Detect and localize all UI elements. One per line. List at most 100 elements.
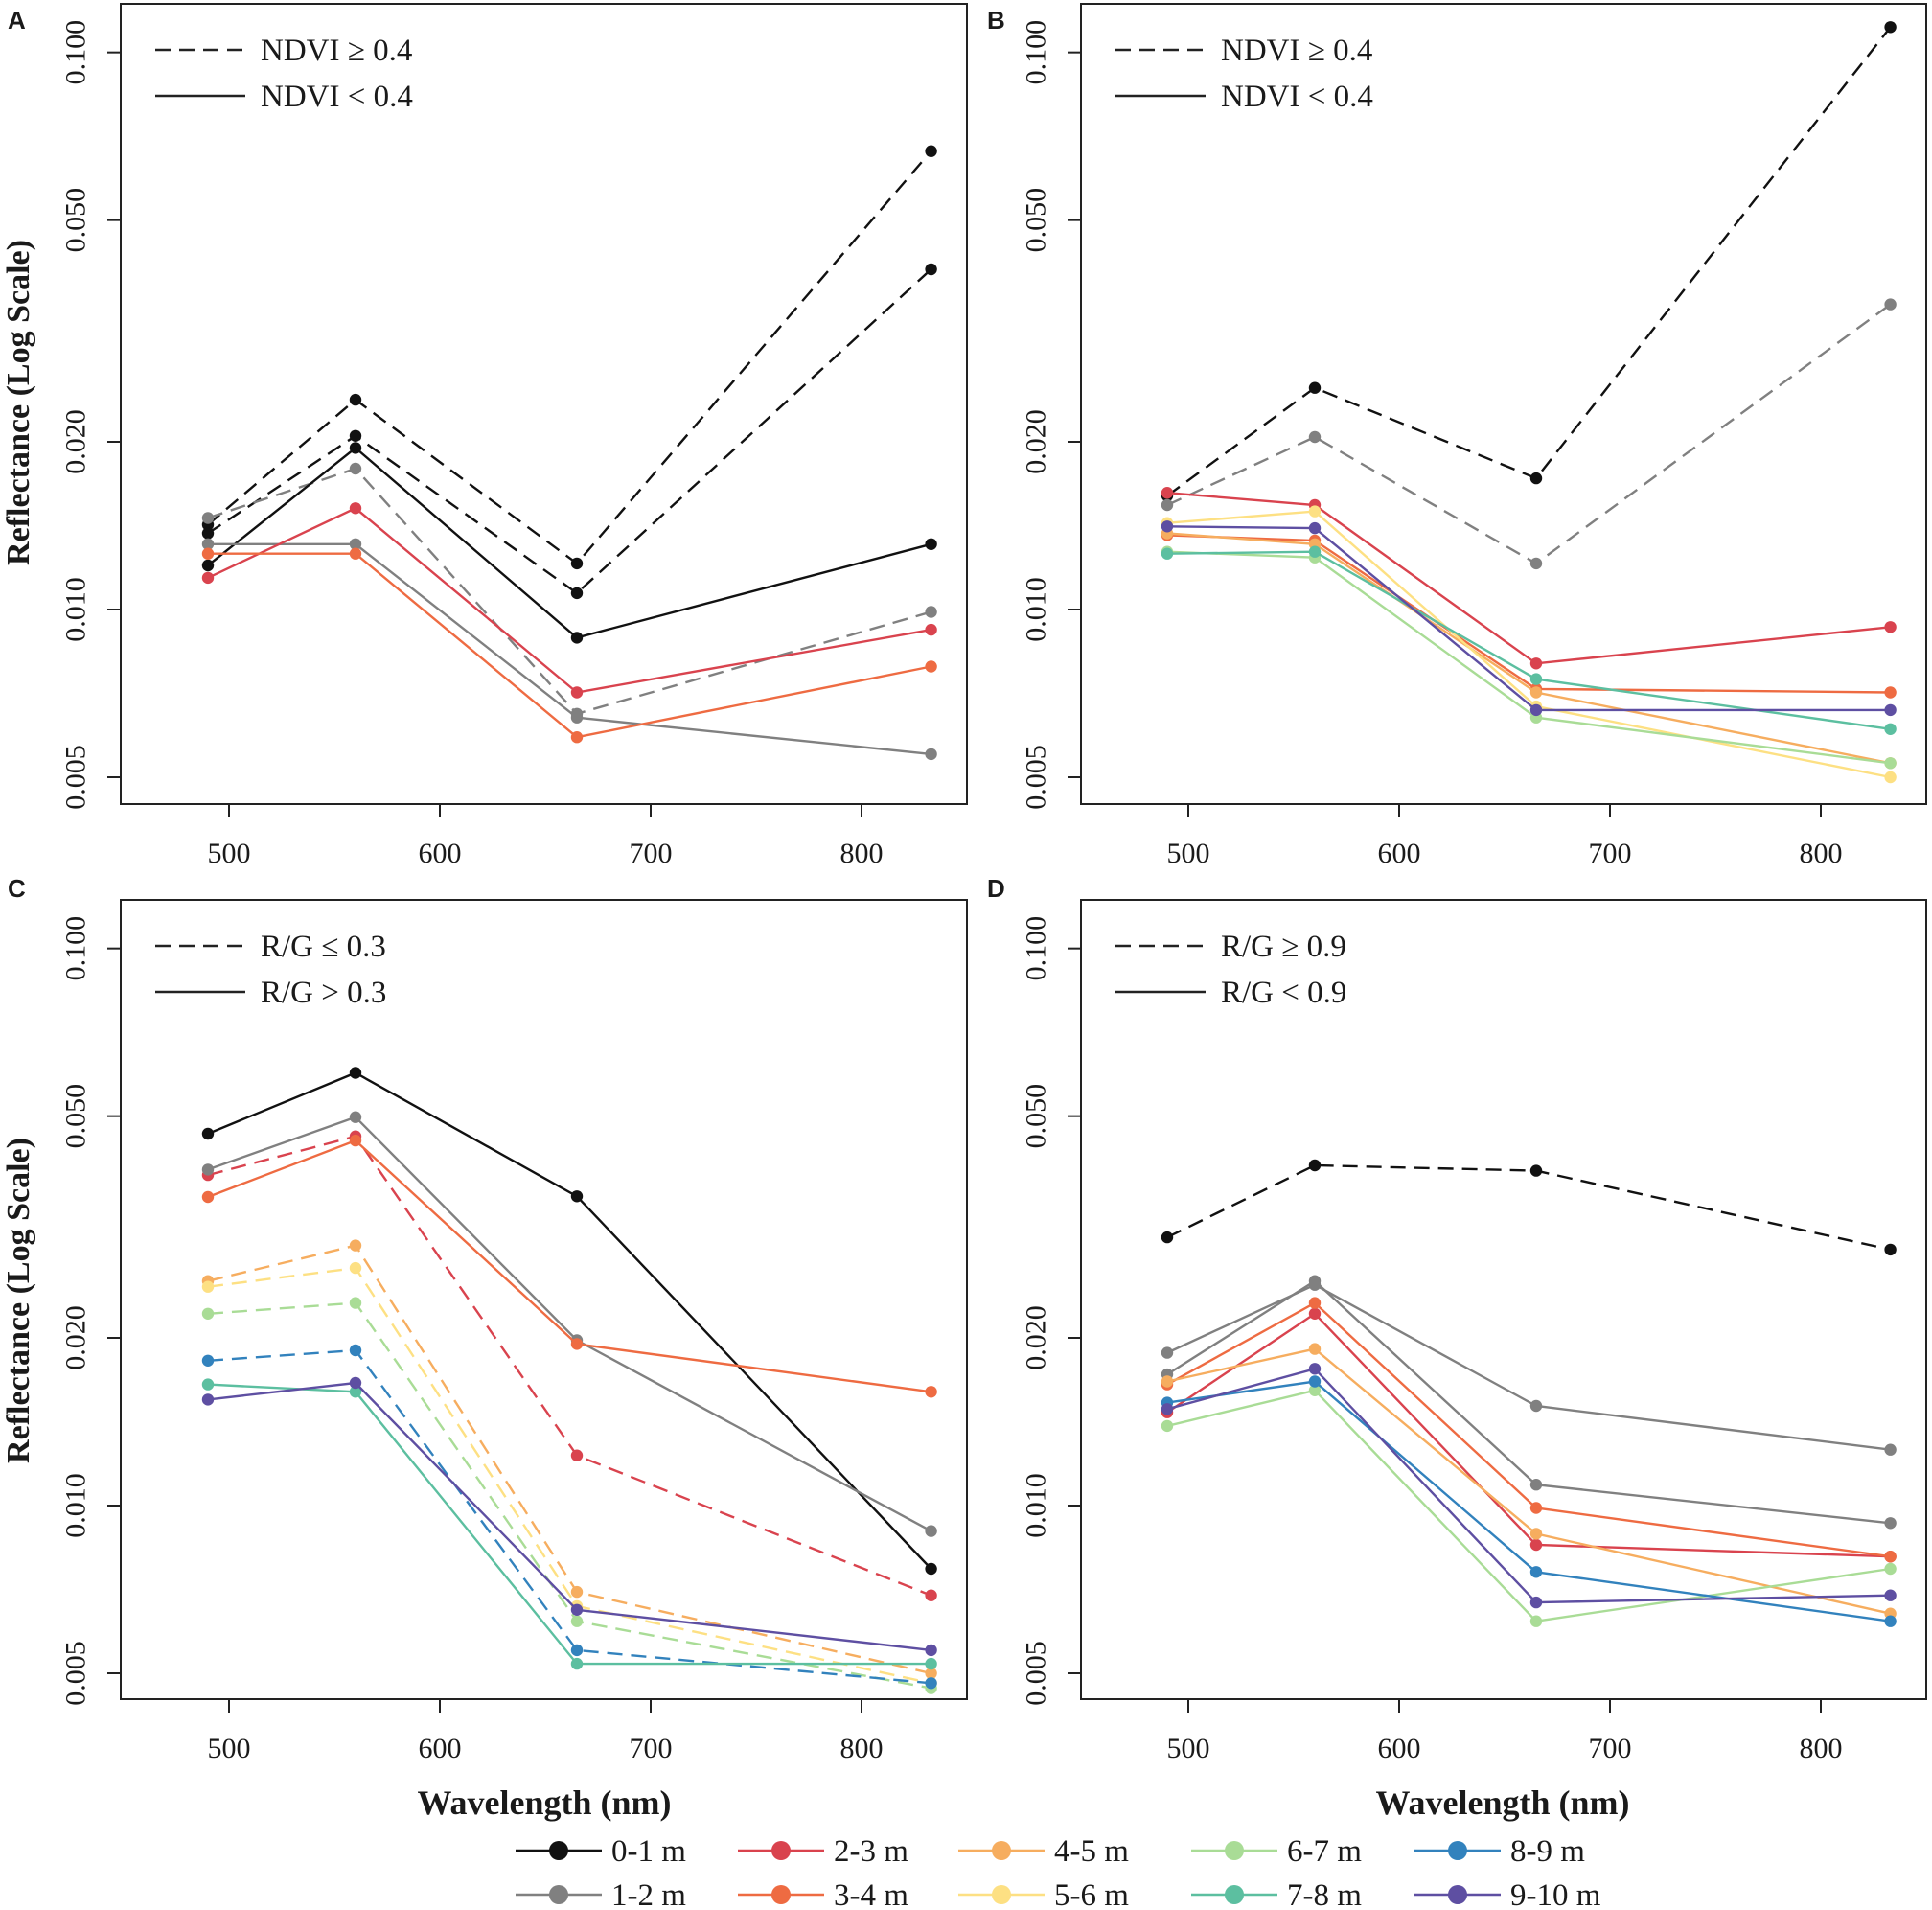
x-tick-label: 500 (1167, 838, 1210, 869)
series-line-0-1m-dashed (1166, 1163, 1891, 1252)
data-point (925, 1677, 937, 1690)
data-point (1884, 1517, 1897, 1530)
legend-entry: 4-5 m (958, 1834, 1129, 1869)
data-point (349, 1111, 362, 1123)
data-point (925, 606, 937, 618)
data-point (1161, 1419, 1174, 1433)
series-line-0-1m-dashed (1166, 26, 1892, 497)
data-point (925, 538, 937, 550)
series-line-2-3m-solid (1166, 1312, 1891, 1558)
legend-label: 6-7 m (1287, 1834, 1362, 1869)
x-tick-label: 500 (208, 1733, 251, 1764)
data-point (201, 1127, 215, 1140)
data-point (925, 263, 937, 276)
legend-marker (992, 1885, 1011, 1904)
legend-marker (771, 1841, 791, 1860)
data-point (201, 1163, 215, 1176)
data-point (1884, 298, 1897, 311)
legend-entry: 9-10 m (1414, 1878, 1601, 1910)
data-point (201, 559, 215, 572)
legend-marker (549, 1885, 568, 1904)
legend-solid-label: R/G < 0.9 (1221, 976, 1346, 1010)
x-axis-title-left: Wavelength (nm) (418, 1783, 672, 1822)
series-line-6-7m-solid (1166, 1389, 1891, 1622)
data-point (1530, 1399, 1543, 1413)
plot-frame (1080, 3, 1927, 805)
panel-b: B 500 600 700 800 0.005 0.010 0.020 0.050 0.100 ND… (987, 3, 1927, 869)
series-line-9-10m-solid (207, 1381, 932, 1652)
data-point (1884, 621, 1897, 633)
data-point (1884, 1243, 1897, 1256)
data-point (925, 1525, 937, 1537)
data-point (570, 1190, 584, 1203)
data-point (201, 1307, 215, 1321)
data-point (570, 1449, 584, 1461)
data-point (201, 1393, 215, 1406)
series-line-4-5m-dashed (207, 1244, 932, 1675)
data-point (1884, 21, 1897, 34)
data-point (925, 623, 937, 636)
data-point (570, 1657, 584, 1670)
legend-label: 9-10 m (1510, 1878, 1601, 1910)
series-line-8-9m-solid (1166, 1380, 1891, 1622)
data-point (925, 1667, 937, 1680)
data-point (1530, 1538, 1543, 1552)
legend-dashed-label: R/G ≥ 0.9 (1221, 930, 1346, 964)
series-line-0-1m-solid (207, 1071, 932, 1570)
data-point (1161, 520, 1174, 533)
data-point (1530, 686, 1543, 699)
plot-frame (1080, 899, 1927, 1700)
data-point (925, 660, 937, 673)
data-point (925, 1386, 937, 1398)
y-tick-label: 0.100 (60, 916, 92, 981)
legend-dashed-label: R/G ≤ 0.3 (261, 930, 386, 964)
data-point (1530, 1528, 1543, 1540)
series-line-1-2m-solid (1166, 1283, 1891, 1451)
data-point (1530, 1479, 1543, 1491)
y-tick-label: 0.050 (1021, 188, 1052, 253)
series-line-4-5m-solid (1166, 1347, 1891, 1615)
data-point (1530, 657, 1543, 670)
data-point (349, 462, 362, 475)
data-point (1308, 1343, 1322, 1355)
data-point (1308, 521, 1322, 535)
data-point (925, 1589, 937, 1601)
series-line-2-3m-solid (1166, 492, 1891, 665)
data-point (925, 1644, 937, 1657)
series-line-7-8m-solid (1166, 550, 1891, 730)
series-line-1-2m-solid (1166, 1279, 1891, 1525)
data-point (570, 557, 584, 570)
data-point (349, 1297, 362, 1309)
panels: A 500 600 700 800 0.005 0.010 0.020 0.050 0.100 ND… (8, 3, 1927, 1764)
data-point (1884, 686, 1897, 699)
data-point (349, 547, 362, 560)
plot-frame (120, 899, 968, 1700)
data-point (925, 1562, 937, 1576)
data-point (349, 1344, 362, 1357)
data-point (1308, 1297, 1322, 1309)
x-tick-label: 700 (1589, 1733, 1632, 1764)
data-point (1161, 1403, 1174, 1415)
data-point (201, 538, 215, 550)
data-point (201, 571, 215, 585)
legend-label: 0-1 m (611, 1834, 686, 1869)
y-tick-label: 0.020 (60, 1305, 92, 1370)
data-point (201, 527, 215, 540)
series-line-6-7m-solid (1166, 550, 1891, 765)
series-line-2-3m-solid (207, 506, 932, 694)
data-point (570, 1338, 584, 1350)
x-tick-label: 500 (208, 838, 251, 869)
data-point (1530, 703, 1543, 717)
legend-dashed-label: NDVI ≥ 0.4 (1221, 34, 1372, 68)
legend-label: 4-5 m (1054, 1834, 1129, 1869)
y-tick-label: 0.005 (60, 745, 92, 810)
y-tick-label: 0.050 (60, 188, 92, 253)
data-point (1308, 1375, 1322, 1388)
legend-solid-label: NDVI < 0.4 (261, 80, 413, 114)
y-axis-title-bottom: Reflectance (Log Scale) (1, 1138, 36, 1463)
x-tick-label: 800 (840, 838, 884, 869)
data-point (349, 1134, 362, 1147)
series-line-4-5m-solid (1166, 532, 1891, 765)
legend-marker (771, 1885, 791, 1904)
data-point (1161, 498, 1174, 512)
